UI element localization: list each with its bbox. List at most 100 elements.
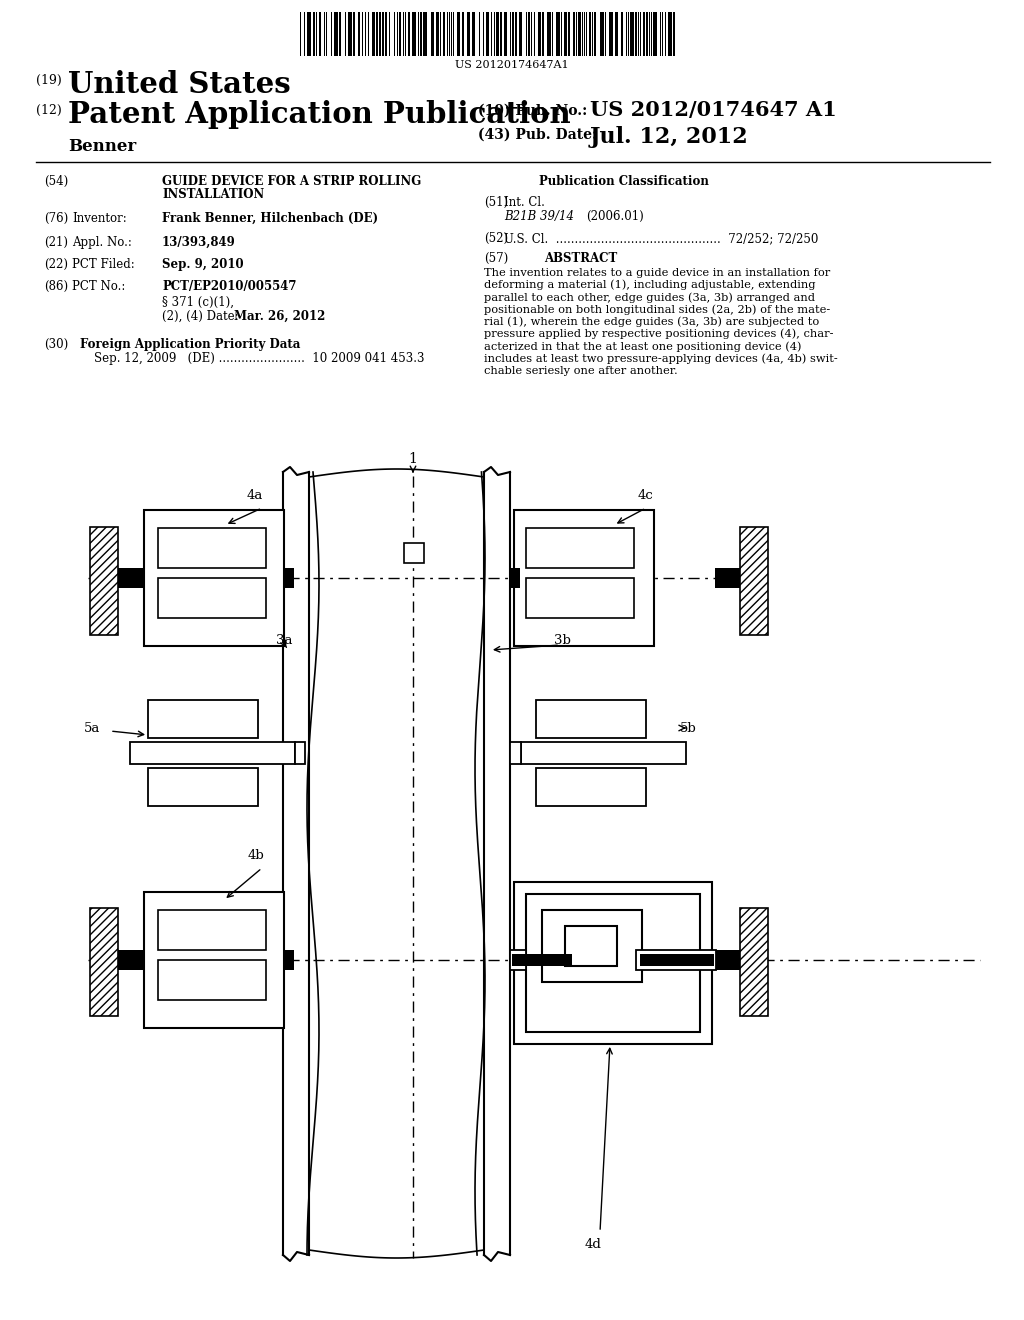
Bar [609,12,613,55]
Text: INSTALLATION: INSTALLATION [162,187,264,201]
Bar [504,12,507,55]
Bar [158,909,266,950]
Text: (22): (22) [44,257,68,271]
Bar [673,12,675,55]
Bar [615,12,618,55]
Text: Appl. No.:: Appl. No.: [72,236,132,249]
Bar [412,12,416,55]
Bar [334,12,338,55]
Text: (21): (21) [44,236,68,249]
Bar [636,950,716,970]
Bar [443,12,445,55]
Bar [353,12,355,55]
Text: 4a: 4a [247,488,263,502]
Bar [568,12,570,55]
Bar [144,510,284,645]
Text: 4c: 4c [638,488,653,502]
Bar [547,12,551,55]
Bar [526,578,634,618]
Bar [431,12,434,55]
Bar [536,700,646,738]
Bar [467,12,470,55]
Bar [538,12,541,55]
Text: Frank Benner, Hilchenbach (DE): Frank Benner, Hilchenbach (DE) [162,213,378,224]
Text: (86): (86) [44,280,69,293]
Bar [512,12,514,55]
Bar [536,768,646,807]
Text: (43) Pub. Date:: (43) Pub. Date: [478,128,597,143]
Bar [635,12,637,55]
Text: 5a: 5a [84,722,100,734]
Bar [514,510,654,645]
Bar [528,12,530,55]
Text: (2), (4) Date:: (2), (4) Date: [162,310,239,323]
Text: B21B 39/14: B21B 39/14 [504,210,574,223]
Text: 13/393,849: 13/393,849 [162,236,236,249]
Bar [542,909,642,982]
Text: (54): (54) [44,176,69,187]
Text: Sep. 12, 2009   (DE) .......................  10 2009 041 453.3: Sep. 12, 2009 (DE) .....................… [94,352,425,366]
Bar [144,892,284,1028]
Bar [118,568,144,587]
Bar [404,543,424,564]
Bar [90,908,118,1016]
Bar [740,908,768,1016]
Text: Foreign Application Priority Data: Foreign Application Priority Data [80,338,300,351]
Bar [130,742,295,764]
Text: The invention relates to a guide device in an installation for
deforming a mater: The invention relates to a guide device … [484,268,838,375]
Bar [382,12,384,55]
Text: (19): (19) [36,74,61,87]
Text: Inventor:: Inventor: [72,213,127,224]
Bar [307,12,311,55]
Bar [295,742,305,764]
Text: Int. Cl.: Int. Cl. [504,195,545,209]
Text: PCT/EP2010/005547: PCT/EP2010/005547 [162,280,297,293]
Bar [714,950,740,970]
Text: Mar. 26, 2012: Mar. 26, 2012 [234,310,326,323]
Bar [564,12,567,55]
Bar [653,12,657,55]
Bar [565,927,617,966]
Bar [640,954,714,966]
Bar [556,12,560,55]
Text: (57): (57) [484,252,508,265]
Bar [339,12,341,55]
Bar [376,12,378,55]
Text: GUIDE DEVICE FOR A STRIP ROLLING: GUIDE DEVICE FOR A STRIP ROLLING [162,176,421,187]
Bar [514,882,712,1044]
Bar [526,894,700,1032]
Text: 5b: 5b [680,722,696,734]
Text: § 371 (c)(1),: § 371 (c)(1), [162,296,234,309]
Bar [313,12,315,55]
Bar [496,12,499,55]
Bar [630,12,634,55]
Text: (30): (30) [44,338,69,351]
Text: United States: United States [68,70,291,99]
Bar [158,960,266,1001]
Text: Benner: Benner [68,139,136,154]
Bar [573,12,575,55]
Bar [515,12,517,55]
Bar [472,12,475,55]
Text: 1: 1 [409,451,418,466]
Bar [500,12,502,55]
Text: Patent Application Publication: Patent Application Publication [68,100,570,129]
Bar [379,12,381,55]
Bar [284,950,294,970]
Text: Sep. 9, 2010: Sep. 9, 2010 [162,257,244,271]
Bar [372,12,375,55]
Bar [594,12,596,55]
Bar [740,527,768,635]
Text: (76): (76) [44,213,69,224]
Text: US 2012/0174647 A1: US 2012/0174647 A1 [590,100,837,120]
Bar [510,950,526,970]
Bar [521,742,686,764]
Bar [643,12,645,55]
Bar [462,12,464,55]
Bar [600,12,604,55]
Text: (12): (12) [36,104,61,117]
Bar [519,12,522,55]
Bar [348,12,352,55]
Bar [358,12,360,55]
Text: US 20120174647A1: US 20120174647A1 [456,59,568,70]
